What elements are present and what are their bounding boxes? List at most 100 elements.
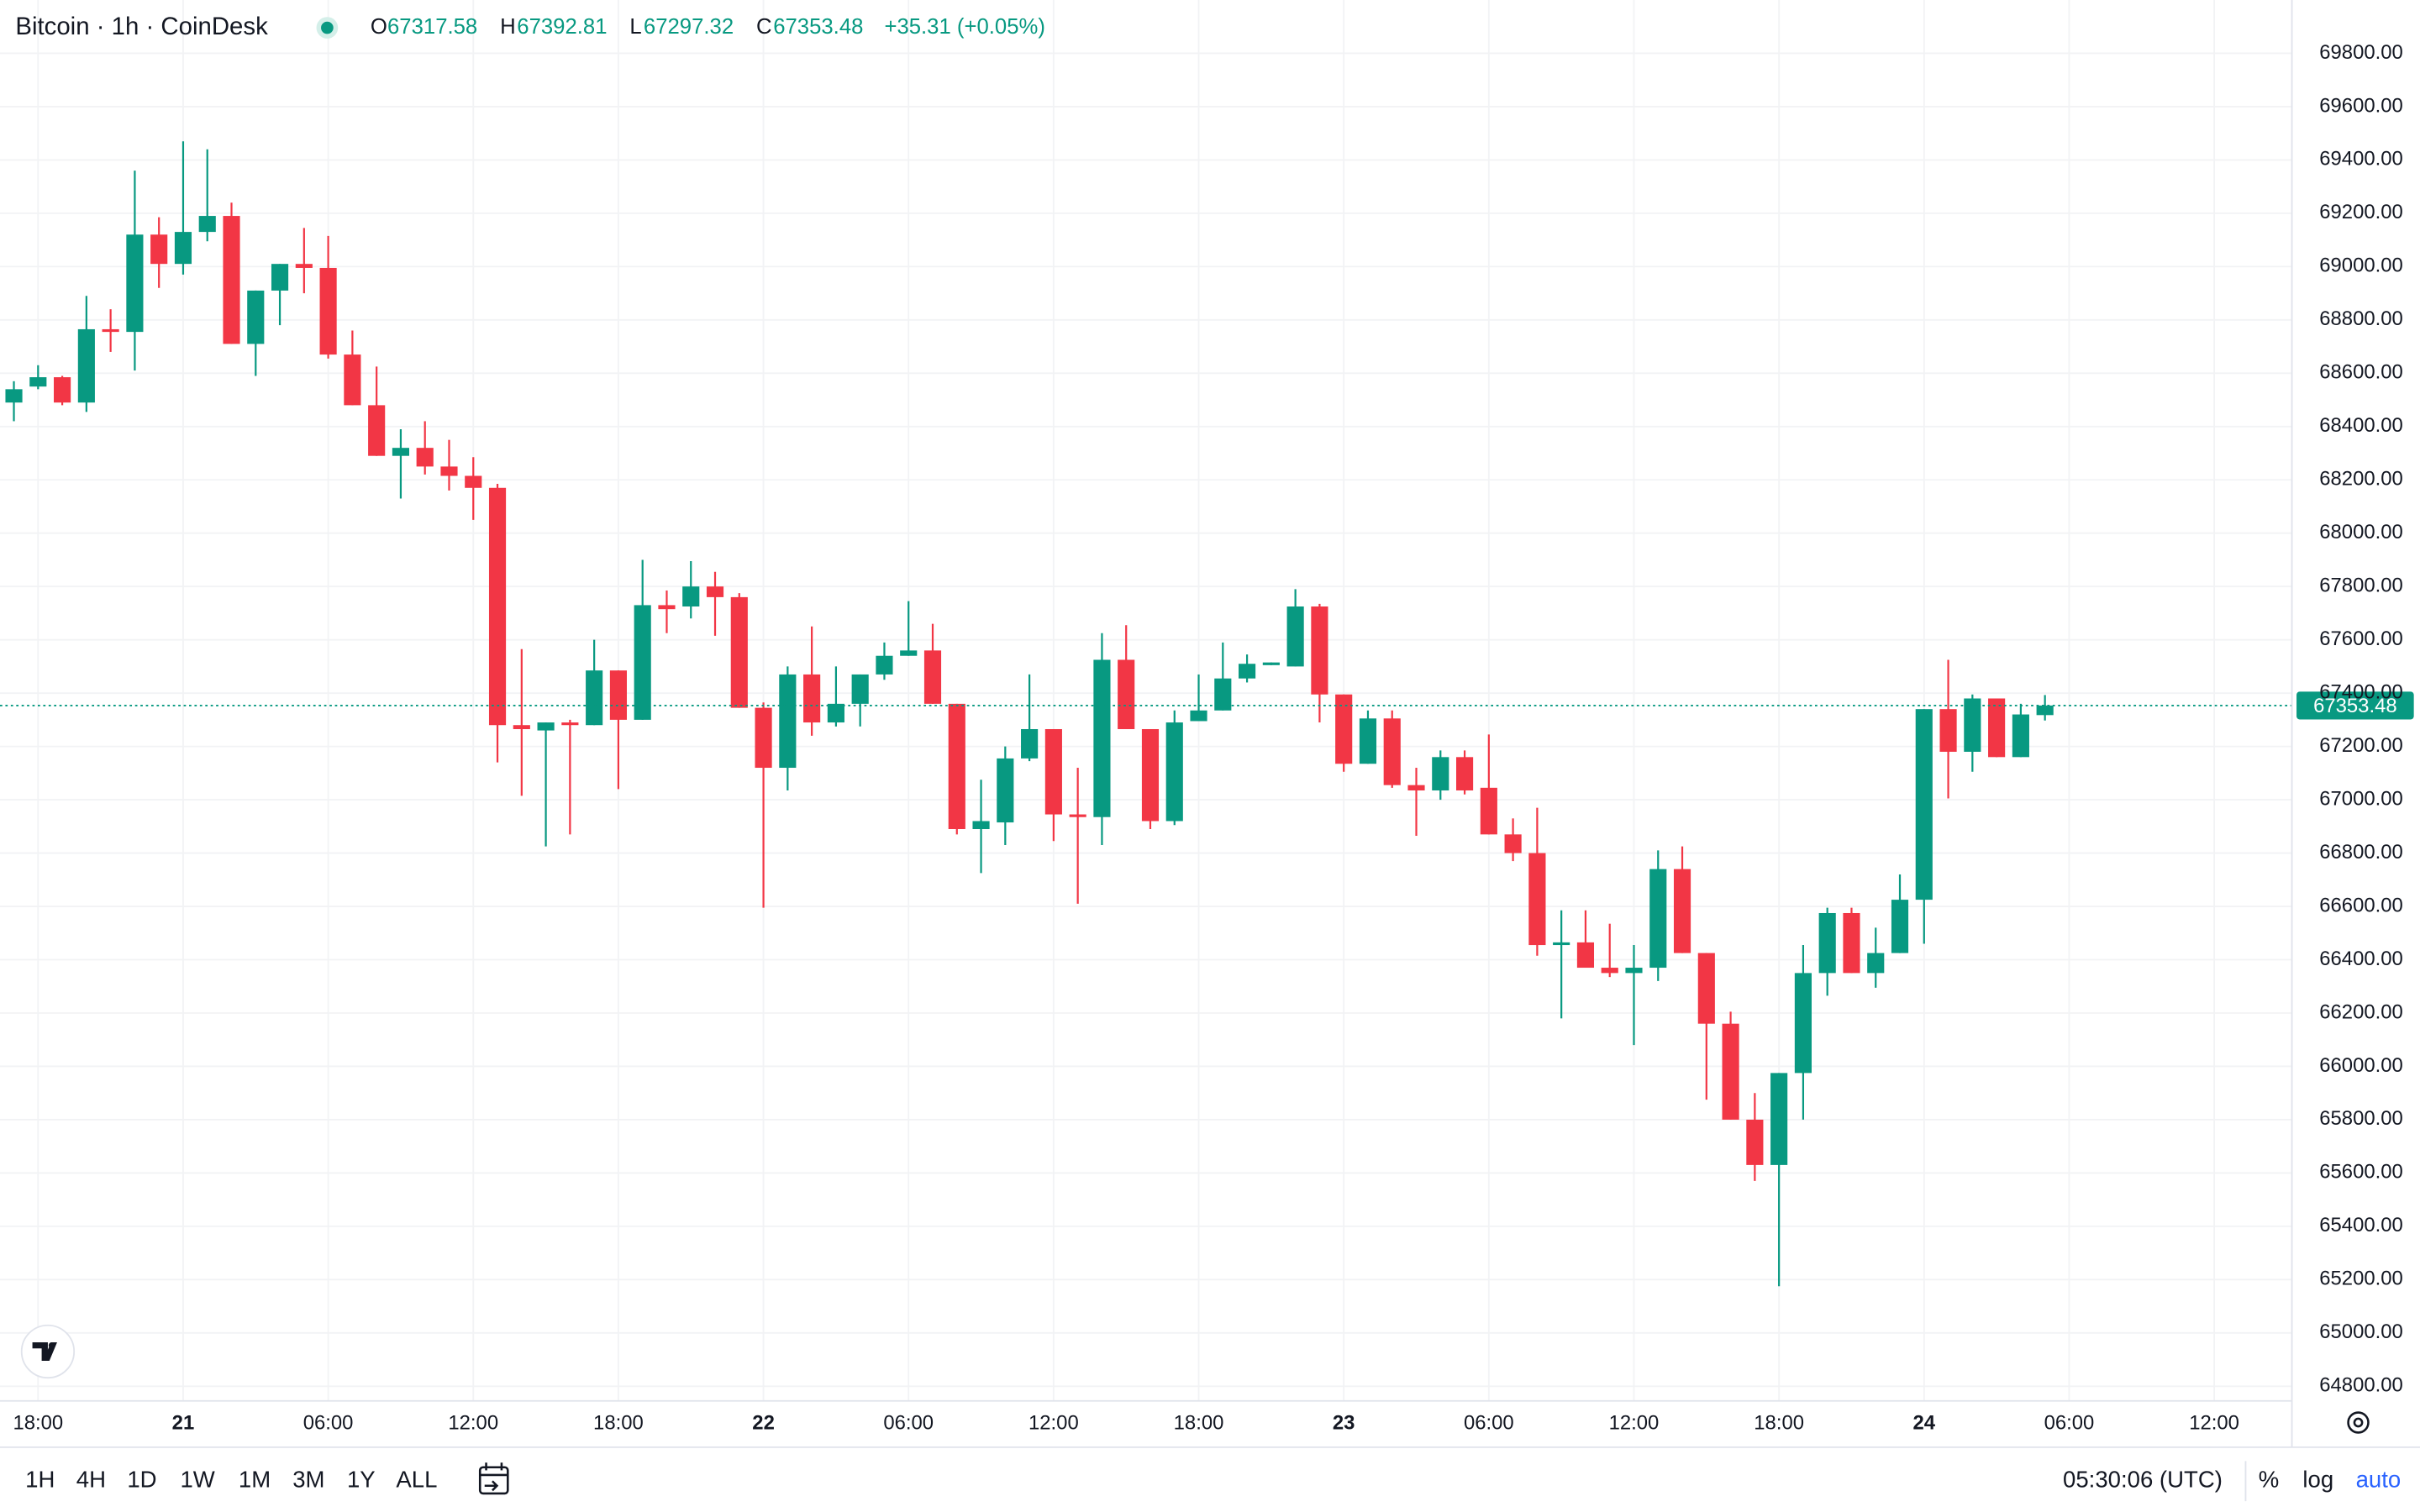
candle-body xyxy=(1262,662,1280,665)
ohlc-letter: L xyxy=(629,15,641,39)
candle-body xyxy=(1335,694,1353,764)
candle-body xyxy=(997,758,1014,823)
candle-body xyxy=(1576,942,1595,969)
y-tick-label: 68000.00 xyxy=(2319,521,2403,543)
overlay: 67353.48 xyxy=(0,691,2414,720)
x-tick-label: 23 xyxy=(1333,1412,1355,1435)
x-tick-label: 12:00 xyxy=(1609,1412,1660,1435)
y-tick-label: 66400.00 xyxy=(2319,948,2403,970)
price-change: +35.31 (+0.05%) xyxy=(884,15,1044,39)
range-button[interactable]: 1H xyxy=(25,1467,55,1493)
range-button[interactable]: 1W xyxy=(180,1467,214,1493)
candle-body xyxy=(1867,953,1885,974)
x-tick-label: 12:00 xyxy=(2189,1412,2239,1435)
candle-body xyxy=(1480,787,1497,835)
candle-body xyxy=(1988,698,2006,758)
candle-body xyxy=(174,232,192,265)
range-button[interactable]: 4H xyxy=(76,1467,106,1493)
scale-button[interactable]: auto xyxy=(2356,1467,2402,1493)
ohlc-value: 67297.32 xyxy=(644,15,734,39)
candle-body xyxy=(1964,698,1981,752)
candle-body xyxy=(319,267,337,355)
candle-body xyxy=(368,405,386,456)
ohlc-value: 67317.58 xyxy=(387,15,477,39)
candle-body xyxy=(1770,1073,1788,1165)
status-dot xyxy=(321,21,334,34)
ohlc-value: 67392.81 xyxy=(517,15,607,39)
candle-body xyxy=(247,290,265,344)
y-tick-label: 68800.00 xyxy=(2319,307,2403,330)
y-tick-label: 67200.00 xyxy=(2319,734,2403,757)
candle-body xyxy=(1601,968,1618,974)
candle-body xyxy=(1504,834,1522,853)
ohlc-letter: C xyxy=(756,15,772,39)
range-button[interactable]: ALL xyxy=(396,1467,437,1493)
candle-body xyxy=(1383,718,1401,785)
x-tick-label: 18:00 xyxy=(593,1412,644,1435)
tv-logo[interactable] xyxy=(20,1324,76,1379)
candle-body xyxy=(1286,606,1304,667)
candle-body xyxy=(1093,659,1111,817)
y-tick-label: 69600.00 xyxy=(2319,94,2403,117)
settings-button[interactable] xyxy=(2347,1411,2370,1434)
candle-body xyxy=(1141,728,1160,822)
ohlc-value: 67353.48 xyxy=(773,15,863,39)
candle-body xyxy=(1432,757,1449,790)
candle-body xyxy=(730,596,748,708)
x-tick-label: 18:00 xyxy=(13,1412,63,1435)
candle-body xyxy=(1118,659,1135,729)
x-tick-label: 18:00 xyxy=(1754,1412,1804,1435)
candle-body xyxy=(223,216,240,344)
candle-body xyxy=(1915,709,1933,900)
candle-body xyxy=(488,487,507,726)
calendar-button[interactable] xyxy=(478,1462,509,1495)
x-tick-label: 06:00 xyxy=(1464,1412,1514,1435)
y-tick-label: 65600.00 xyxy=(2319,1161,2403,1184)
ohlc-letter: O xyxy=(371,15,387,39)
candle-body xyxy=(1843,912,1860,974)
clock: 05:30:06 (UTC) xyxy=(2063,1467,2223,1493)
candle-body xyxy=(609,670,627,720)
x-tick-label: 06:00 xyxy=(303,1412,354,1435)
candle-body xyxy=(440,466,458,476)
candle-body xyxy=(1165,722,1183,822)
candle-body xyxy=(1455,757,1474,790)
candle-body xyxy=(948,703,965,830)
candle-body xyxy=(1746,1119,1764,1165)
y-tick-label: 69400.00 xyxy=(2319,148,2403,171)
x-tick-label: 18:00 xyxy=(1174,1412,1224,1435)
range-button[interactable]: 1M xyxy=(239,1467,271,1493)
candle-body xyxy=(513,725,530,729)
y-tick-label: 66600.00 xyxy=(2319,894,2403,916)
scale-button[interactable]: % xyxy=(2259,1467,2280,1493)
scale-button[interactable]: log xyxy=(2302,1467,2333,1493)
candle-body xyxy=(755,707,772,769)
candle-body xyxy=(344,354,361,406)
candle-body xyxy=(1407,785,1425,790)
candle-body xyxy=(1649,869,1667,969)
candle-body xyxy=(851,674,869,704)
chart-title: Bitcoin · 1h · CoinDesk xyxy=(15,13,268,40)
candle-body xyxy=(150,234,168,265)
candle-body xyxy=(1214,678,1232,711)
range-button[interactable]: 3M xyxy=(292,1467,324,1493)
candle-body xyxy=(465,475,482,488)
y-tick-label: 68200.00 xyxy=(2319,468,2403,491)
candle-body xyxy=(1818,912,1836,974)
y-tick-label: 69000.00 xyxy=(2319,255,2403,277)
x-tick-label: 24 xyxy=(1913,1412,1936,1435)
candle-body xyxy=(1311,606,1328,695)
candle-body xyxy=(1794,973,1812,1074)
range-button[interactable]: 1Y xyxy=(347,1467,376,1493)
y-tick-label: 67000.00 xyxy=(2319,787,2403,810)
candle-body xyxy=(586,670,603,726)
candle-body xyxy=(198,216,216,233)
range-button[interactable]: 1D xyxy=(127,1467,156,1493)
candle-body xyxy=(1044,728,1062,815)
candle-body xyxy=(923,650,942,704)
candle-body xyxy=(1673,869,1691,953)
candle-body xyxy=(1891,900,1909,953)
x-tick-label: 12:00 xyxy=(448,1412,498,1435)
